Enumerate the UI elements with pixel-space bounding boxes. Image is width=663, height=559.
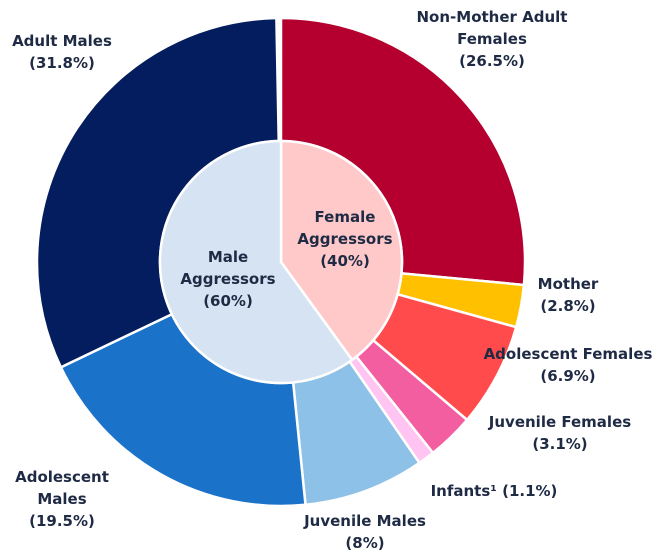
outer-label: Infants¹ (1.1%)	[394, 480, 594, 502]
value-label: (26.5%)	[459, 52, 525, 70]
outer-label: Adult Males (31.8%)	[0, 30, 127, 74]
value-label: (3.1%)	[532, 435, 588, 453]
outer-label: Mother (2.8%)	[518, 273, 618, 317]
category-label: Male Aggressors	[180, 248, 276, 288]
category-label: Female Aggressors	[297, 208, 393, 248]
category-label: Mother	[537, 275, 599, 293]
inner-segment	[158, 139, 354, 385]
category-label: Juvenile Females	[488, 413, 632, 431]
category-label: Infants¹	[430, 482, 497, 500]
value-label: (8%)	[345, 534, 385, 552]
inner-segment	[279, 139, 404, 362]
inner-label: Female Aggressors (40%)	[290, 206, 400, 272]
value-label: (31.8%)	[29, 54, 95, 72]
outer-label: Adolescent Females (6.9%)	[458, 343, 663, 387]
value-label: (40%)	[320, 252, 370, 270]
category-label: Adolescent Males	[15, 468, 109, 508]
value-label: (1.1%)	[502, 482, 558, 500]
category-label: Juvenile Males	[304, 512, 426, 530]
category-label: Non-Mother Adult Females	[416, 8, 568, 48]
value-label: (19.5%)	[29, 512, 95, 530]
value-label: (6.9%)	[540, 367, 596, 385]
outer-label: Adolescent Males (19.5%)	[7, 466, 117, 532]
category-label: Adolescent Females	[483, 345, 653, 363]
value-label: (60%)	[203, 292, 253, 310]
category-label: Adult Males	[12, 32, 112, 50]
inner-label: Male Aggressors (60%)	[173, 246, 283, 312]
outer-label: Juvenile Males (8%)	[275, 510, 455, 554]
value-label: (2.8%)	[540, 297, 596, 315]
outer-label: Juvenile Females (3.1%)	[460, 411, 660, 455]
outer-label: Non-Mother Adult Females (26.5%)	[402, 6, 582, 72]
